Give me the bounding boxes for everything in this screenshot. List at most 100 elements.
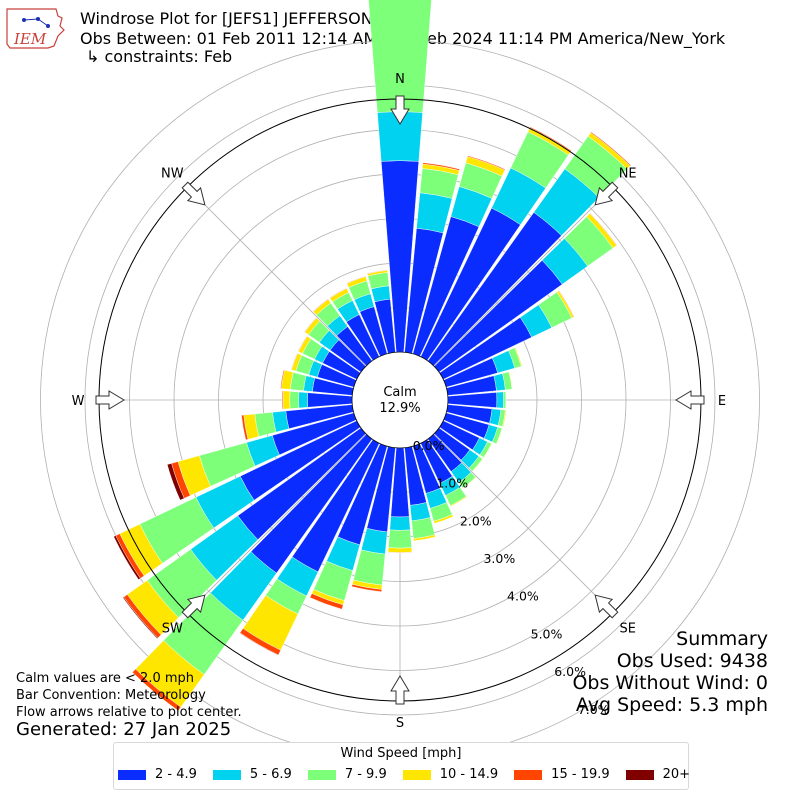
constraints-label: ↳ constraints: Feb xyxy=(86,47,233,66)
rose-bar-segment xyxy=(281,390,284,410)
rose-bar-segment xyxy=(422,162,460,171)
rose-bar-segment xyxy=(351,584,382,592)
direction-label: SE xyxy=(619,622,635,637)
legend-label: 5 - 6.9 xyxy=(249,767,292,782)
legend-swatch xyxy=(212,769,241,780)
radial-tick-label: 5.0% xyxy=(531,626,563,641)
generated-date: Generated: 27 Jan 2025 xyxy=(16,719,232,740)
rose-bar-segment xyxy=(529,126,572,152)
rose-bar-segment xyxy=(280,369,285,389)
legend-item: 20+ xyxy=(625,767,691,782)
rose-bar-segment xyxy=(312,298,329,313)
flow-arrows-note: Flow arrows relative to plot center. xyxy=(16,705,242,720)
flow-arrow-shape xyxy=(594,594,619,619)
legend-swatch xyxy=(625,769,654,780)
rose-bar-segment xyxy=(241,414,249,441)
legend-item: 2 - 4.9 xyxy=(118,767,197,782)
obs-without-wind: Obs Without Wind: 0 xyxy=(572,672,768,694)
radial-tick-label: 4.0% xyxy=(507,589,539,604)
flow-arrow-icon xyxy=(181,181,206,206)
obs-used: Obs Used: 9438 xyxy=(616,650,768,672)
rose-bar-segment xyxy=(304,317,317,333)
flow-arrow-shape xyxy=(181,594,206,619)
rose-bar-segment xyxy=(389,516,411,531)
calm-value: 12.9% xyxy=(379,401,420,416)
iem-logo: IEM xyxy=(6,8,65,49)
radial-tick-label: 0.0% xyxy=(413,438,445,453)
rose-bar-segment xyxy=(483,443,493,458)
rose-bar-segment xyxy=(113,535,141,580)
calm-label: Calm xyxy=(383,385,416,400)
summary-title: Summary xyxy=(676,628,768,650)
bar-convention-note: Bar Convention: Meteorology xyxy=(16,688,206,703)
summary-box: Summary Obs Used: 9438 Obs Without Wind:… xyxy=(572,628,768,716)
rose-bar-segment xyxy=(502,409,507,427)
rose-bar-segment xyxy=(239,632,279,656)
rose-bar-segment xyxy=(496,391,504,409)
legend-label: 10 - 14.9 xyxy=(439,767,499,782)
legend-label: 20+ xyxy=(662,767,691,782)
flow-arrow-shape xyxy=(181,181,206,206)
chart-title: Windrose Plot for [JEFS1] JEFFERSON 7E xyxy=(80,9,399,28)
direction-label: SW xyxy=(162,622,183,637)
rose-bar-segment xyxy=(353,549,386,586)
legend-swatch xyxy=(514,769,543,780)
rose-bar-segment xyxy=(508,371,513,390)
legend-swatch xyxy=(402,769,431,780)
flow-arrow-icon xyxy=(390,675,410,705)
flow-arrow-shape xyxy=(390,675,410,705)
flow-arrow-shape xyxy=(675,390,705,410)
avg-speed: Avg Speed: 5.3 mph xyxy=(575,694,768,716)
legend-title: Wind Speed [mph] xyxy=(340,746,462,761)
flow-arrow-icon xyxy=(594,594,619,619)
grid-spoke xyxy=(186,433,367,614)
rose-bar-segment xyxy=(411,517,436,539)
rose-bar-segment xyxy=(514,347,523,367)
rose-bar-segment xyxy=(433,514,454,524)
rose-bar-segment xyxy=(558,290,575,318)
rose-bar-segment xyxy=(503,391,507,409)
flow-arrow-icon xyxy=(390,95,410,125)
legend-swatch xyxy=(307,769,336,780)
calm-circle xyxy=(351,351,449,449)
direction-label: S xyxy=(396,716,404,731)
rose-bar-segment xyxy=(309,593,344,610)
flow-arrow-icon xyxy=(594,181,619,206)
legend-item: 5 - 6.9 xyxy=(212,767,292,782)
legend-label: 2 - 4.9 xyxy=(155,767,197,782)
rose-bar-segment xyxy=(329,287,348,299)
radial-tick-label: 1.0% xyxy=(436,476,468,491)
rose-bar-segment xyxy=(132,668,182,712)
direction-label: N xyxy=(395,72,405,87)
legend-label: 7 - 9.9 xyxy=(344,767,387,782)
legend-items: 2 - 4.9 5 - 6.9 7 - 9.9 10 - 14.9 15 - 19.9 2… xyxy=(118,767,706,782)
radial-tick-label: 6.0% xyxy=(554,664,586,679)
flow-arrow-icon xyxy=(95,390,125,410)
legend-item: 15 - 19.9 xyxy=(514,767,610,782)
legend-item: 10 - 14.9 xyxy=(402,767,499,782)
axis-labels: N NE E SE S SW W NW 0.0% 1.0% 2.0% 3.0% 4.0% 5.0% 6.0%… xyxy=(72,72,727,731)
rose-bar-segment xyxy=(122,596,159,639)
rose-bar-segment xyxy=(590,131,632,167)
radial-tick-label: 2.0% xyxy=(460,513,492,528)
rose-bar-segment xyxy=(496,428,503,445)
rose-bar-segment xyxy=(367,269,388,275)
flow-arrow-icon xyxy=(675,390,705,410)
flow-arrow-shape xyxy=(390,95,410,125)
radial-tick-label: 7.0% xyxy=(578,702,610,717)
rose-bar-segment xyxy=(387,547,413,553)
direction-label: NW xyxy=(161,166,184,181)
grid-spoke xyxy=(186,186,367,367)
flow-arrow-shape xyxy=(594,181,619,206)
flow-arrow-shape xyxy=(95,390,125,410)
rose-bar-segment xyxy=(472,458,484,472)
grid-spoke xyxy=(433,186,614,367)
legend-swatch xyxy=(118,769,146,780)
speed-legend: Wind Speed [mph] 2 - 4.9 5 - 6.9 7 - 9.9 10… xyxy=(113,742,690,790)
rose-bar-segment xyxy=(387,551,413,554)
rose-bar-segment xyxy=(413,534,436,542)
grid-spoke xyxy=(433,433,614,614)
rose-bar-segment xyxy=(589,212,618,246)
legend-item: 7 - 9.9 xyxy=(307,767,387,782)
